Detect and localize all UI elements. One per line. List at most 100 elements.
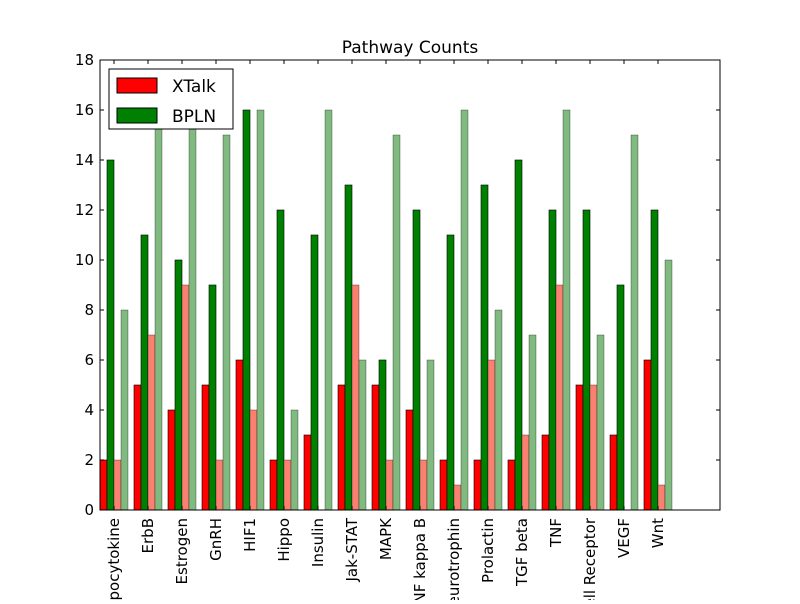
x-tick-label: VEGF: [615, 518, 633, 558]
bar-bpln-15: [616, 284, 625, 511]
x-tick-label: Jak-STAT: [343, 517, 361, 582]
x-tick-label: TNF: [547, 518, 565, 548]
bar-bpln-6: [310, 234, 319, 511]
bar-series-3-9: [419, 459, 428, 511]
x-tick-label: Estrogen: [173, 518, 191, 584]
bar-series-3-16: [657, 484, 666, 511]
bar-series-3-0: [113, 459, 122, 511]
y-tick-label: 2: [84, 451, 94, 469]
legend-swatch-xtalk: [116, 77, 158, 94]
bar-xtalk-7: [337, 384, 346, 511]
bar-series-4-10: [460, 109, 469, 511]
x-tick-label: TGF beta: [513, 518, 531, 587]
bar-xtalk-5: [269, 459, 278, 511]
x-tick-label: ErbB: [139, 518, 157, 553]
bar-series-4-14: [596, 334, 605, 511]
y-tick-label: 18: [75, 51, 94, 69]
bar-xtalk-16: [643, 359, 652, 511]
bar-series-4-1: [154, 109, 163, 511]
x-tick-label: GnRH: [207, 518, 225, 561]
y-tick-label: 12: [75, 201, 94, 219]
bar-series-4-3: [222, 134, 231, 511]
bar-series-4-9: [426, 359, 435, 511]
bar-bpln-4: [242, 109, 251, 511]
y-tick-label: 8: [84, 301, 94, 319]
bar-series-3-14: [589, 384, 598, 511]
bar-xtalk-15: [609, 434, 618, 511]
bar-bpln-16: [650, 209, 659, 511]
bar-bpln-10: [446, 234, 455, 511]
bar-series-4-0: [120, 309, 129, 511]
bar-bpln-2: [174, 259, 183, 511]
bar-series-3-7: [351, 284, 360, 511]
bar-xtalk-12: [507, 459, 516, 511]
legend-swatch-bpln: [116, 107, 158, 124]
bar-xtalk-6: [303, 434, 312, 511]
x-tick-label: MAPK: [377, 517, 395, 560]
bar-series-3-2: [181, 284, 190, 511]
bar-xtalk-14: [575, 384, 584, 511]
bar-bpln-8: [378, 359, 387, 511]
x-tick-label: Insulin: [309, 518, 327, 567]
legend-label-bpln: BPLN: [172, 107, 216, 127]
bar-xtalk-2: [167, 409, 176, 511]
x-tick-label: NF kappa B: [411, 518, 429, 600]
bar-series-3-4: [249, 409, 258, 511]
bars-layer: [99, 109, 673, 511]
bar-bpln-9: [412, 209, 421, 511]
bar-xtalk-8: [371, 384, 380, 511]
x-tick-label: HIF1: [241, 518, 259, 552]
bar-series-4-16: [664, 259, 673, 511]
x-tick-label: T Cell Receptor: [581, 517, 599, 600]
bar-series-4-4: [256, 109, 265, 511]
bar-series-4-11: [494, 309, 503, 511]
bar-series-4-12: [528, 334, 537, 511]
bar-xtalk-11: [473, 459, 482, 511]
y-tick-label: 0: [84, 501, 94, 519]
chart-title: Pathway Counts: [342, 38, 479, 58]
y-tick-label: 16: [75, 101, 94, 119]
y-tick-label: 6: [84, 351, 94, 369]
x-tick-label: Prolactin: [479, 518, 497, 583]
plot-frame: [99, 59, 721, 511]
bar-bpln-3: [208, 284, 217, 511]
bar-bpln-7: [344, 184, 353, 511]
bar-bpln-5: [276, 209, 285, 511]
bar-series-4-15: [630, 134, 639, 511]
bar-series-3-12: [521, 434, 530, 511]
bar-series-4-2: [188, 109, 197, 511]
bar-bpln-0: [106, 159, 115, 511]
bar-series-4-7: [358, 359, 367, 511]
bar-bpln-11: [480, 184, 489, 511]
y-tick-label: 4: [84, 401, 94, 419]
bar-xtalk-1: [133, 384, 142, 511]
bar-bpln-1: [140, 234, 149, 511]
bar-series-3-10: [453, 484, 462, 511]
bar-series-4-6: [324, 109, 333, 511]
bar-xtalk-13: [541, 434, 550, 511]
bar-series-4-5: [290, 409, 299, 511]
x-tick-label: Adipocytokine: [105, 518, 123, 600]
y-tick-label: 14: [75, 151, 94, 169]
bar-bpln-14: [582, 209, 591, 511]
bar-series-3-11: [487, 359, 496, 511]
bar-xtalk-9: [405, 409, 414, 511]
x-tick-label: Hippo: [275, 518, 293, 562]
bar-xtalk-10: [439, 459, 448, 511]
legend-label-xtalk: XTalk: [172, 77, 216, 97]
bar-xtalk-3: [201, 384, 210, 511]
bar-xtalk-0: [99, 459, 108, 511]
y-tick-label: 10: [75, 251, 94, 269]
y-axis: 0 2 4 6 8 10 12 14 16 18: [75, 51, 720, 519]
bar-bpln-13: [548, 209, 557, 511]
bar-series-3-3: [215, 459, 224, 511]
bar-series-3-13: [555, 284, 564, 511]
bar-series-4-8: [392, 134, 401, 511]
x-tick-label: Wnt: [649, 518, 667, 548]
legend: XTalk BPLN: [108, 68, 234, 130]
bar-series-3-1: [147, 334, 156, 511]
bar-series-3-5: [283, 459, 292, 511]
x-axis: Adipocytokine ErbB Estrogen GnRH HIF1 Hippo In…: [105, 60, 667, 604]
